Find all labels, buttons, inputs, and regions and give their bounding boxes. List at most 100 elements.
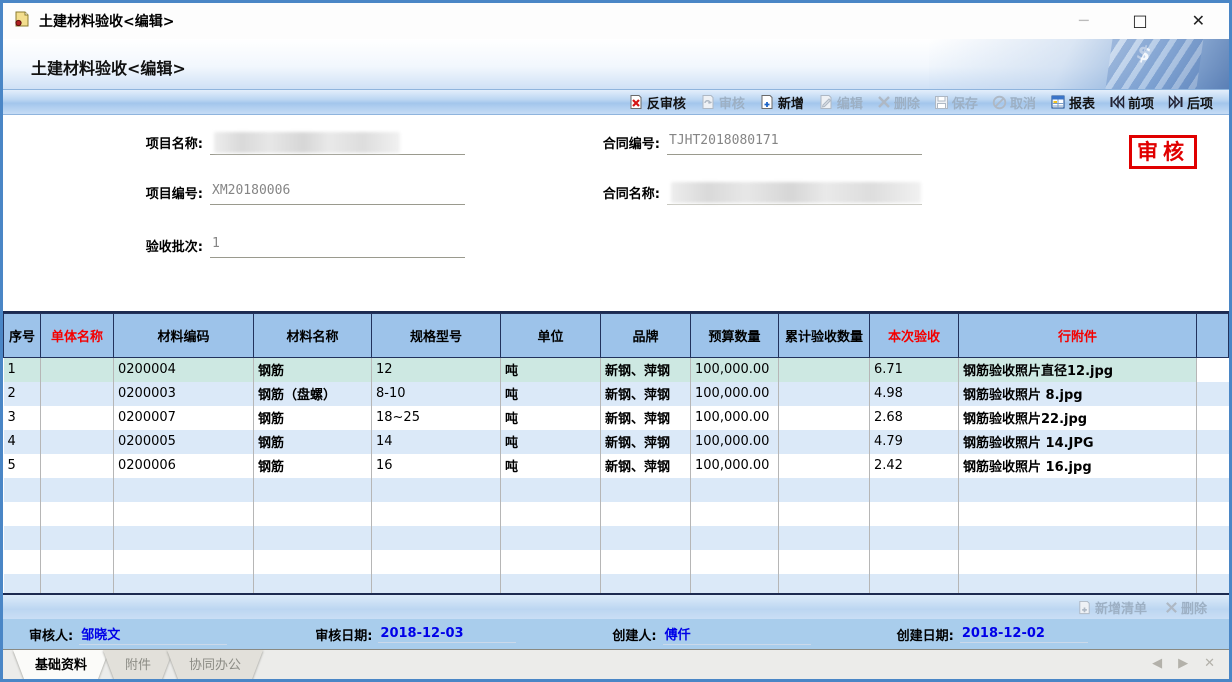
unaudit-doc-icon (628, 94, 644, 110)
table-cell: 16 (371, 453, 501, 478)
delete-line-button[interactable]: 删除 (1165, 598, 1207, 617)
table-cell: 1 (3, 357, 41, 382)
contract-code-field[interactable]: TJHT2018080171 (667, 133, 922, 155)
new-doc-icon (1077, 600, 1092, 615)
table-row[interactable]: 3 0200007 钢筋 18~25 吨新钢、萍钢 100,000.00 2.68 钢筋验收照… (3, 405, 1229, 430)
empty-row (3, 549, 1229, 574)
header-decoration (929, 39, 1229, 89)
table-cell: 新钢、萍钢 (600, 429, 691, 454)
table-cell: 钢筋验收照片 8.jpg (958, 381, 1197, 406)
table-cell: 0200006 (113, 453, 254, 478)
table-row[interactable]: 1 0200004 钢筋 12 吨新钢、萍钢 100,000.00 6.71 钢筋验收照片直径… (3, 357, 1229, 382)
tab-attachments[interactable]: 附件 (103, 650, 173, 679)
table-cell: 新钢、萍钢 (600, 405, 691, 430)
col-header-seq: 序号 (3, 313, 41, 358)
next-item-button[interactable]: 后项 (1168, 93, 1213, 112)
prev-item-button[interactable]: 前项 (1109, 93, 1154, 112)
table-cell: 钢筋验收照片直径12.jpg (958, 357, 1197, 382)
close-button[interactable]: ✕ (1191, 11, 1205, 30)
table-cell: 3 (3, 405, 41, 430)
creator-label: 创建人: (612, 628, 657, 644)
tab-basic-info[interactable]: 基础资料 (13, 650, 109, 679)
table-cell: 0200007 (113, 405, 254, 430)
col-header-filler (1196, 313, 1229, 358)
table-cell: 4.79 (869, 429, 959, 454)
table-cell (778, 429, 870, 454)
cancel-button[interactable]: 取消 (992, 93, 1036, 112)
contract-code-label: 合同编号: (602, 137, 660, 152)
contract-name-field[interactable] (667, 182, 922, 205)
col-header-material-name: 材料名称 (253, 313, 372, 358)
report-icon (1050, 94, 1066, 110)
table-cell: 0200004 (113, 357, 254, 382)
table-cell: 100,000.00 (690, 381, 779, 406)
page-header: 土建材料验收<编辑> (3, 39, 1229, 89)
delete-x-icon (877, 95, 891, 109)
col-header-brand: 品牌 (600, 313, 691, 358)
add-line-button[interactable]: 新增清单 (1077, 598, 1147, 617)
table-cell (40, 453, 114, 478)
table-row[interactable]: 5 0200006 钢筋 16 吨新钢、萍钢 100,000.00 2.42 钢筋验收照片 1… (3, 453, 1229, 478)
audit-doc-icon (700, 94, 716, 110)
batch-field[interactable]: 1 (210, 236, 465, 258)
batch-label: 验收批次: (145, 240, 203, 255)
table-cell (40, 405, 114, 430)
edit-button[interactable]: 编辑 (818, 93, 863, 112)
table-cell: 2 (3, 381, 41, 406)
project-code-field[interactable]: XM20180006 (210, 183, 465, 205)
table-row[interactable]: 4 0200005 钢筋 14 吨新钢、萍钢 100,000.00 4.79 钢筋验收照片 1… (3, 429, 1229, 454)
save-button[interactable]: 保存 (934, 93, 978, 112)
table-cell: 8-10 (371, 381, 501, 406)
project-name-field[interactable] (210, 132, 465, 155)
app-icon (13, 10, 31, 32)
unaudit-button[interactable]: 反审核 (628, 93, 686, 112)
table-cell: 钢筋（盘螺） (253, 381, 372, 406)
table-cell (40, 381, 114, 406)
table-cell: 18~25 (371, 405, 501, 430)
col-header-current-qty: 本次验收 (869, 313, 959, 358)
report-button[interactable]: 报表 (1050, 93, 1095, 112)
audit-date-field[interactable]: 2018-12-03 (378, 626, 517, 643)
tab-close-icon[interactable]: ✕ (1204, 656, 1215, 671)
table-cell: 100,000.00 (690, 429, 779, 454)
prev-item-icon (1109, 95, 1125, 109)
maximize-button[interactable]: □ (1132, 11, 1148, 30)
tab-scroll-right-icon[interactable]: ▶ (1178, 656, 1189, 671)
minimize-button[interactable]: ─ (1078, 11, 1089, 30)
header-form: 项目名称: 项目编号: XM20180006 验收批次: 1 合同编号: TJH… (3, 115, 1229, 311)
page-title: 土建材料验收<编辑> (31, 59, 186, 78)
tab-scroll-left-icon[interactable]: ◀ (1152, 656, 1163, 671)
table-cell: 6.71 (869, 357, 959, 382)
table-cell: 钢筋 (253, 429, 372, 454)
table-cell: 新钢、萍钢 (600, 453, 691, 478)
table-cell: 5 (3, 453, 41, 478)
audit-date-label: 审核日期: (315, 628, 373, 644)
tab-collaboration[interactable]: 协同办公 (167, 650, 263, 679)
creator-field[interactable]: 傅仟 (662, 624, 811, 645)
table-cell: 钢筋 (253, 405, 372, 430)
add-button[interactable]: 新增 (759, 93, 804, 112)
table-cell (1196, 381, 1229, 406)
main-toolbar: 反审核 审核 新增 编辑 删除 保存 取消 报表 (3, 89, 1229, 115)
create-date-field[interactable]: 2018-12-02 (959, 626, 1088, 643)
project-code-label: 项目编号: (145, 187, 203, 202)
delete-button[interactable]: 删除 (877, 93, 920, 112)
table-cell: 100,000.00 (690, 357, 779, 382)
table-cell (778, 381, 870, 406)
next-item-icon (1168, 95, 1184, 109)
table-cell: 钢筋验收照片 16.jpg (958, 453, 1197, 478)
materials-grid: 序号 单体名称 材料编码 材料名称 规格型号 单位 品牌 预算数量 累计验收数量… (3, 311, 1229, 595)
new-doc-icon (759, 94, 775, 110)
auditor-field[interactable]: 邹晓文 (79, 624, 228, 645)
col-header-budget-qty: 预算数量 (690, 313, 779, 358)
table-cell: 吨 (500, 357, 601, 382)
table-cell: 钢筋 (253, 453, 372, 478)
table-cell: 100,000.00 (690, 453, 779, 478)
col-header-attachment: 行附件 (958, 313, 1197, 358)
audit-button[interactable]: 审核 (700, 93, 745, 112)
table-cell: 新钢、萍钢 (600, 381, 691, 406)
table-row[interactable]: 2 0200003 钢筋（盘螺） 8-10 吨新钢、萍钢 100,000.00 4.98 钢筋… (3, 381, 1229, 406)
redacted-value (671, 182, 921, 203)
table-cell: 吨 (500, 381, 601, 406)
